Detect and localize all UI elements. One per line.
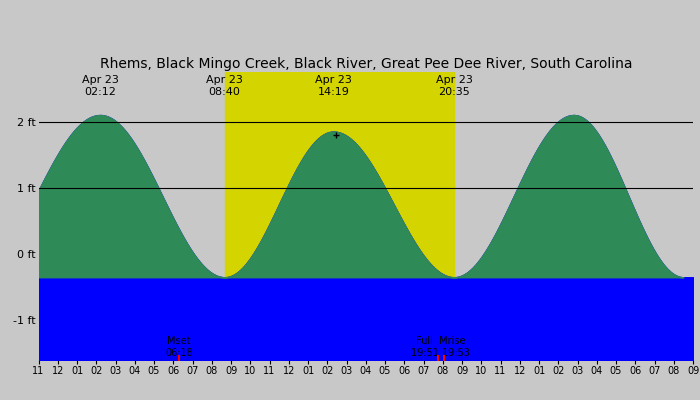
Bar (225, 72, 454, 360)
Text: Mset
06:18: Mset 06:18 (165, 336, 193, 358)
Text: Apr 23
20:35: Apr 23 20:35 (435, 75, 472, 97)
Text: Apr 23
02:12: Apr 23 02:12 (82, 75, 118, 97)
Text: Full  Mrise
19:51 19:53: Full Mrise 19:51 19:53 (412, 336, 470, 358)
Text: Apr 23
08:40: Apr 23 08:40 (206, 75, 243, 97)
Title: Rhems, Black Mingo Creek, Black River, Great Pee Dee River, South Carolina: Rhems, Black Mingo Creek, Black River, G… (99, 57, 632, 71)
Text: Apr 23
14:19: Apr 23 14:19 (315, 75, 352, 97)
